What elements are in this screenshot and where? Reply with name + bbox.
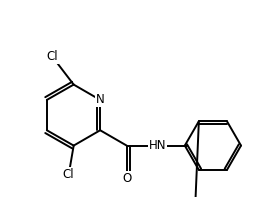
Text: O: O bbox=[122, 172, 131, 185]
Text: HN: HN bbox=[149, 139, 166, 152]
Text: Cl: Cl bbox=[62, 168, 74, 181]
Text: N: N bbox=[96, 94, 104, 106]
Text: Cl: Cl bbox=[47, 50, 58, 63]
